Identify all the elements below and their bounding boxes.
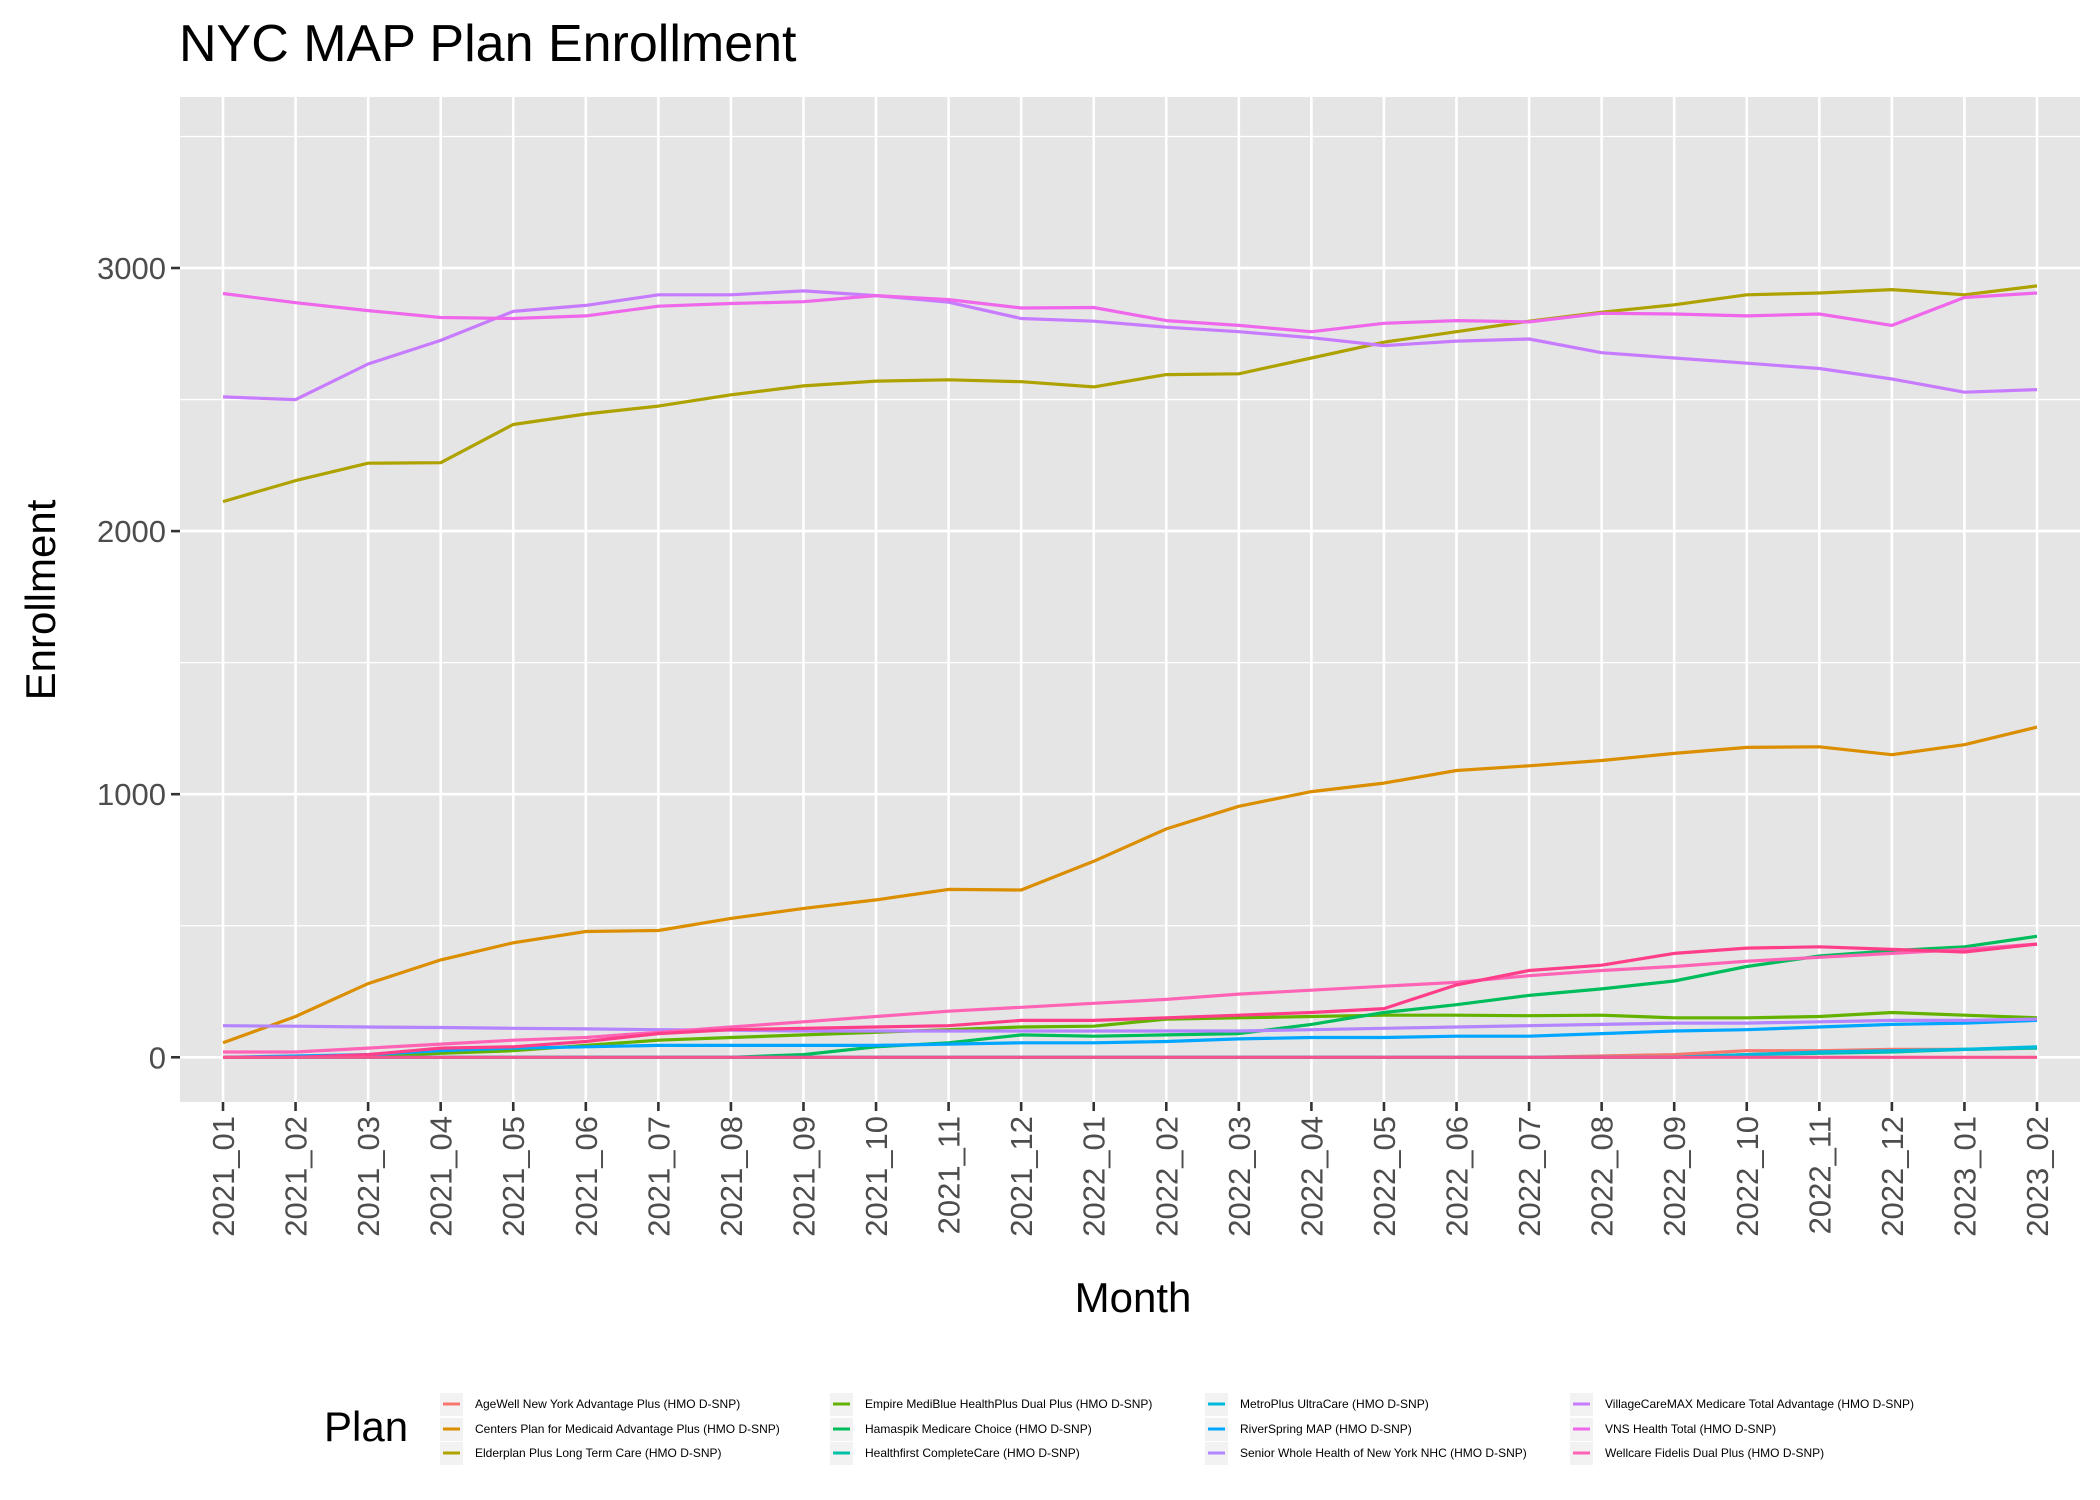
x-tick-label: 2022_02 bbox=[1149, 1116, 1184, 1237]
x-tick-label: 2022_10 bbox=[1730, 1116, 1765, 1237]
legend-label: MetroPlus UltraCare (HMO D-SNP) bbox=[1240, 1397, 1429, 1411]
x-tick-label: 2021_11 bbox=[932, 1116, 967, 1234]
legend-label: VillageCareMAX Medicare Total Advantage … bbox=[1605, 1397, 1914, 1411]
x-tick-label: 2021_03 bbox=[351, 1116, 386, 1237]
x-axis: 2021_01 2021_02 2021_03 2021_04 2021_05 2021_… bbox=[206, 1102, 2055, 1237]
y-tick-label: 1000 bbox=[97, 777, 166, 812]
series-line-3 bbox=[222, 284, 2038, 504]
legend-label: Elderplan Plus Long Term Care (HMO D-SNP… bbox=[475, 1446, 722, 1460]
x-tick-label: 2021_12 bbox=[1004, 1116, 1039, 1237]
y-tick-label: 0 bbox=[149, 1040, 166, 1075]
grid-lines bbox=[180, 97, 2080, 1102]
x-axis-title: Month bbox=[1075, 1274, 1192, 1321]
x-tick-label: 2022_04 bbox=[1294, 1116, 1329, 1237]
y-axis-title: Enrollment bbox=[17, 499, 64, 700]
legend-label: Empire MediBlue HealthPlus Dual Plus (HM… bbox=[865, 1397, 1152, 1411]
x-tick-label: 2022_06 bbox=[1440, 1116, 1475, 1237]
x-tick-label: 2022_03 bbox=[1222, 1116, 1257, 1237]
legend-title: Plan bbox=[324, 1403, 408, 1450]
legend-label: Wellcare Fidelis Dual Plus (HMO D-SNP) bbox=[1605, 1446, 1824, 1460]
x-tick-label: 2023_01 bbox=[1947, 1116, 1982, 1237]
y-tick-label: 2000 bbox=[97, 514, 166, 549]
x-tick-label: 2021_04 bbox=[424, 1116, 459, 1237]
x-tick-label: 2021_06 bbox=[569, 1116, 604, 1237]
series-lines bbox=[222, 284, 2038, 1059]
plot-panel bbox=[180, 97, 2080, 1102]
x-tick-label: 2021_01 bbox=[206, 1116, 241, 1237]
series-line-12 bbox=[223, 942, 2038, 1054]
x-tick-label: 2022_11 bbox=[1802, 1116, 1837, 1234]
legend-label: AgeWell New York Advantage Plus (HMO D-S… bbox=[475, 1397, 740, 1411]
legend-label: Hamaspik Medicare Choice (HMO D-SNP) bbox=[865, 1422, 1092, 1436]
x-tick-label: 2022_09 bbox=[1657, 1116, 1692, 1237]
legend-label: VNS Health Total (HMO D-SNP) bbox=[1605, 1422, 1776, 1436]
legend-label: Senior Whole Health of New York NHC (HMO… bbox=[1240, 1446, 1527, 1460]
x-tick-label: 2022_01 bbox=[1077, 1116, 1112, 1237]
chart-title: NYC MAP Plan Enrollment bbox=[179, 15, 797, 73]
x-tick-label: 2021_09 bbox=[786, 1116, 821, 1237]
x-tick-label: 2021_08 bbox=[714, 1116, 749, 1237]
x-tick-label: 2021_07 bbox=[641, 1116, 676, 1237]
x-tick-label: 2022_05 bbox=[1367, 1116, 1402, 1237]
x-tick-label: 2021_02 bbox=[279, 1116, 314, 1237]
x-tick-label: 2023_02 bbox=[2020, 1116, 2055, 1237]
legend-label: Healthfirst CompleteCare (HMO D-SNP) bbox=[865, 1446, 1080, 1460]
series-line-2 bbox=[222, 725, 2038, 1045]
series-line-13 bbox=[223, 942, 2038, 1059]
series-line-11 bbox=[222, 291, 2038, 334]
legend-label: Centers Plan for Medicaid Advantage Plus… bbox=[475, 1422, 780, 1436]
x-tick-label: 2021_10 bbox=[859, 1116, 894, 1237]
series-line-10 bbox=[222, 289, 2038, 402]
x-tick-label: 2022_12 bbox=[1875, 1116, 1910, 1237]
y-axis: 0 1000 2000 3000 bbox=[97, 251, 180, 1075]
series-line-8 bbox=[222, 1018, 2038, 1059]
legend-label: RiverSpring MAP (HMO D-SNP) bbox=[1240, 1422, 1412, 1436]
series-line-4 bbox=[223, 1010, 2038, 1059]
legend: Plan AgeWell New York Advantage Plus (HM… bbox=[324, 1393, 1914, 1465]
y-tick-label: 3000 bbox=[97, 251, 166, 286]
x-tick-label: 2021_05 bbox=[496, 1116, 531, 1237]
series-line-9 bbox=[222, 1017, 2038, 1033]
x-tick-label: 2022_08 bbox=[1585, 1116, 1620, 1237]
x-tick-label: 2022_07 bbox=[1512, 1116, 1547, 1237]
